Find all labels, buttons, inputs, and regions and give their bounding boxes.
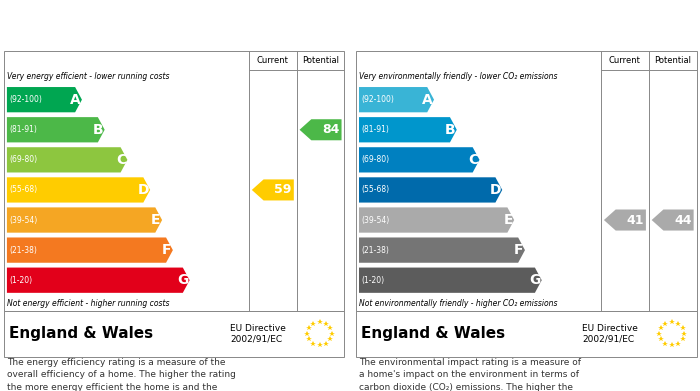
Text: G: G: [177, 273, 188, 287]
Text: (81-91): (81-91): [361, 125, 389, 134]
Text: Very energy efficient - lower running costs: Very energy efficient - lower running co…: [7, 72, 169, 81]
Text: (81-91): (81-91): [9, 125, 37, 134]
Polygon shape: [359, 237, 525, 263]
Text: EU Directive
2002/91/EC: EU Directive 2002/91/EC: [582, 324, 638, 343]
Text: (55-68): (55-68): [361, 185, 389, 194]
Text: B: B: [92, 123, 104, 137]
Text: (1-20): (1-20): [361, 276, 384, 285]
Polygon shape: [300, 119, 342, 140]
Text: A: A: [422, 93, 433, 107]
Text: Potential: Potential: [302, 56, 339, 65]
Text: 41: 41: [626, 213, 644, 226]
Text: Environmental Impact (CO₂) Rating: Environmental Impact (CO₂) Rating: [360, 19, 607, 32]
Text: The environmental impact rating is a measure of
a home's impact on the environme: The environmental impact rating is a mea…: [359, 358, 582, 391]
Text: (39-54): (39-54): [9, 215, 37, 224]
Text: 59: 59: [274, 183, 292, 196]
Polygon shape: [7, 87, 82, 112]
Polygon shape: [359, 117, 457, 142]
Text: (39-54): (39-54): [361, 215, 389, 224]
Polygon shape: [7, 117, 105, 142]
Text: (92-100): (92-100): [361, 95, 394, 104]
Text: (92-100): (92-100): [9, 95, 42, 104]
Text: EU Directive
2002/91/EC: EU Directive 2002/91/EC: [230, 324, 286, 343]
Text: Energy Efficiency Rating: Energy Efficiency Rating: [8, 19, 180, 32]
Polygon shape: [359, 267, 542, 293]
Text: (21-38): (21-38): [9, 246, 37, 255]
Polygon shape: [252, 179, 294, 201]
Text: Not energy efficient - higher running costs: Not energy efficient - higher running co…: [7, 299, 169, 308]
Polygon shape: [7, 237, 173, 263]
Text: (69-80): (69-80): [361, 155, 389, 164]
Polygon shape: [359, 87, 434, 112]
Text: (69-80): (69-80): [9, 155, 37, 164]
Text: D: D: [489, 183, 501, 197]
Polygon shape: [604, 210, 646, 231]
Text: E: E: [151, 213, 161, 227]
Text: (1-20): (1-20): [9, 276, 32, 285]
Text: G: G: [529, 273, 540, 287]
Text: (55-68): (55-68): [9, 185, 37, 194]
Text: Current: Current: [257, 56, 288, 65]
Text: D: D: [137, 183, 149, 197]
Text: F: F: [162, 243, 172, 257]
Text: England & Wales: England & Wales: [360, 326, 505, 341]
Text: 44: 44: [674, 213, 692, 226]
Polygon shape: [652, 210, 694, 231]
Polygon shape: [7, 267, 190, 293]
Text: England & Wales: England & Wales: [8, 326, 153, 341]
Polygon shape: [359, 207, 514, 233]
Text: Current: Current: [609, 56, 640, 65]
Polygon shape: [7, 147, 127, 172]
Polygon shape: [359, 177, 502, 203]
Text: E: E: [503, 213, 513, 227]
Text: 84: 84: [322, 123, 340, 136]
Text: B: B: [444, 123, 456, 137]
Text: Very environmentally friendly - lower CO₂ emissions: Very environmentally friendly - lower CO…: [359, 72, 557, 81]
Text: A: A: [70, 93, 80, 107]
Text: (21-38): (21-38): [361, 246, 389, 255]
Polygon shape: [359, 147, 480, 172]
Text: C: C: [116, 153, 126, 167]
Text: Not environmentally friendly - higher CO₂ emissions: Not environmentally friendly - higher CO…: [359, 299, 557, 308]
Polygon shape: [7, 177, 150, 203]
Text: F: F: [514, 243, 524, 257]
Text: Potential: Potential: [654, 56, 691, 65]
Text: C: C: [468, 153, 478, 167]
Polygon shape: [7, 207, 162, 233]
Text: The energy efficiency rating is a measure of the
overall efficiency of a home. T: The energy efficiency rating is a measur…: [7, 358, 236, 391]
